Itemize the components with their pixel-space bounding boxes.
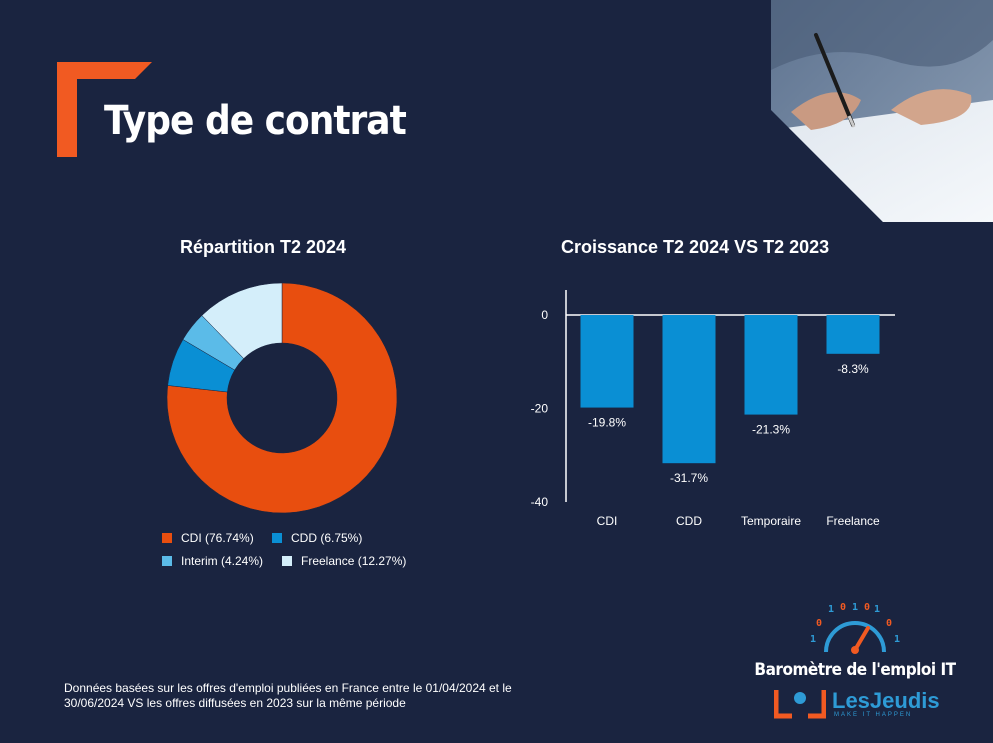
lesjeudis-logo-icon	[774, 690, 826, 719]
legend-label: Interim (4.24%)	[181, 554, 264, 568]
legend-swatch	[282, 556, 292, 566]
donut-chart	[166, 282, 398, 514]
legend-item-cdi: CDI (76.74%)	[162, 531, 254, 545]
legend-swatch	[272, 533, 282, 543]
x-tick-label: CDI	[597, 514, 618, 528]
photo-hand-writing	[771, 0, 993, 222]
svg-text:0: 0	[816, 618, 822, 629]
binary-digits-icon: 1 0 1 0 1 0 0 1 1	[810, 602, 900, 645]
speedometer-icon: 1 0 1 0 1 0 0 1 1	[810, 602, 900, 654]
legend-item-cdd: CDD (6.75%)	[272, 531, 362, 545]
svg-text:1: 1	[852, 602, 858, 613]
bar-data-label: -31.7%	[670, 471, 708, 485]
svg-text:0: 0	[886, 618, 892, 629]
y-tick-label: 0	[541, 308, 548, 322]
brand-tagline: Baromètre de l'emploi IT	[754, 660, 956, 680]
x-tick-label: CDD	[676, 514, 702, 528]
legend-label: CDD (6.75%)	[291, 531, 363, 545]
brand-name: LesJeudis	[832, 688, 940, 713]
brand-logo: LesJeudis MAKE IT HAPPEN	[774, 686, 964, 726]
legend-swatch	[162, 556, 172, 566]
donut-slice-3	[201, 282, 283, 359]
svg-text:1: 1	[828, 604, 834, 615]
legend-label: CDI (76.74%)	[181, 531, 254, 545]
legend-label: Freelance (12.27%)	[301, 554, 407, 568]
bar-cdd	[662, 315, 716, 464]
y-tick-label: -20	[531, 402, 549, 416]
bar-chart-title: Croissance T2 2024 VS T2 2023	[561, 237, 830, 257]
donut-chart-title: Répartition T2 2024	[180, 237, 347, 257]
legend-item-freelance: Freelance (12.27%)	[282, 554, 406, 568]
bar-chart: 0 -20 -40 -19.8% CDI -31.7% CDD -21.3% Temporair…	[531, 290, 895, 528]
legend-swatch	[162, 533, 172, 543]
svg-text:0: 0	[840, 602, 846, 613]
bar-data-label: -21.3%	[752, 423, 790, 437]
bar-temporaire	[744, 315, 798, 415]
y-tick-label: -40	[531, 495, 549, 509]
bar-data-label: -19.8%	[588, 416, 626, 430]
bar-cdi	[580, 315, 634, 408]
bar-freelance	[826, 315, 880, 354]
brand-slogan: MAKE IT HAPPEN	[834, 712, 913, 718]
x-tick-label: Temporaire	[741, 514, 801, 528]
donut-slice-0	[166, 282, 398, 514]
svg-text:1: 1	[894, 634, 900, 645]
corner-bracket-icon	[57, 62, 152, 157]
x-tick-label: Freelance	[826, 514, 880, 528]
svg-text:1: 1	[874, 604, 880, 615]
bar-data-label: -8.3%	[837, 362, 869, 376]
page-title: Type de contrat	[104, 98, 407, 144]
svg-text:1: 1	[810, 634, 816, 645]
brand-block: 1 0 1 0 1 0 0 1 1 Baromètre de l'emploi …	[750, 600, 960, 730]
footnote: Données basées sur les offres d'emploi p…	[64, 681, 512, 710]
legend-item-interim: Interim (4.24%)	[162, 554, 263, 568]
svg-text:0: 0	[864, 602, 870, 613]
